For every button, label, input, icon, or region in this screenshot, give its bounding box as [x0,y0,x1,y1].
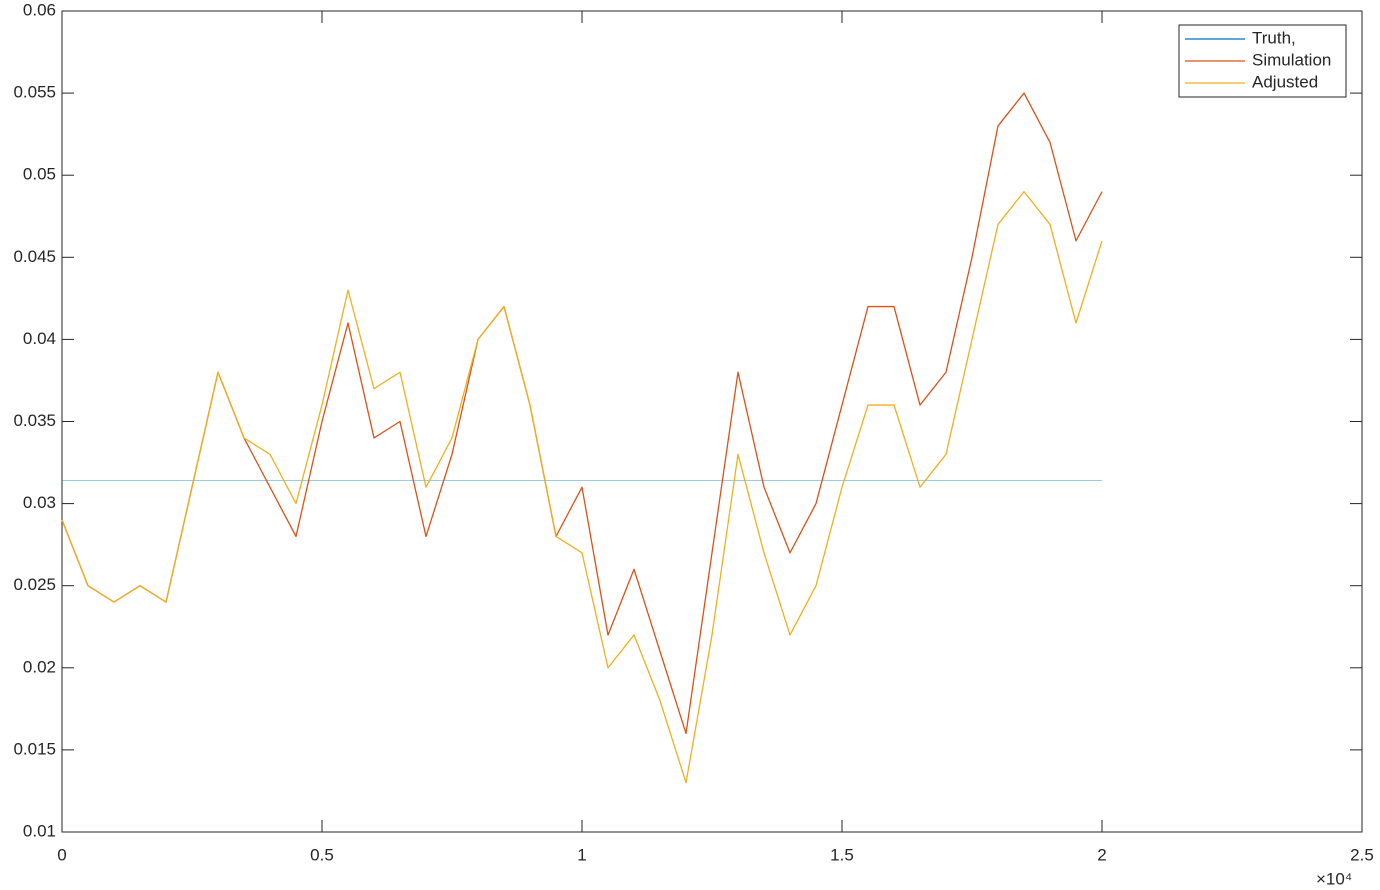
x-tick-label: 2.5 [1350,845,1374,864]
y-tick-label: 0.06 [23,0,56,19]
legend-label: Truth, [1252,28,1296,47]
y-tick-label: 0.04 [23,329,56,348]
x-exponent: ×10⁴ [1316,869,1352,888]
y-tick-label: 0.015 [13,739,56,758]
plot-box [61,10,1363,833]
series-line [61,190,1103,784]
x-tick-label: 0.5 [310,845,334,864]
x-tick-label: 0 [57,845,66,864]
x-tick-label: 1.5 [830,845,854,864]
y-tick-label: 0.02 [23,657,56,676]
y-tick-label: 0.045 [13,247,56,266]
y-tick-label: 0.035 [13,411,56,430]
legend-label: Simulation [1252,50,1331,69]
y-tick-label: 0.05 [23,165,56,184]
x-tick-label: 1 [577,845,586,864]
y-tick-label: 0.055 [13,83,56,102]
x-tick-label: 2 [1097,845,1106,864]
y-tick-label: 0.025 [13,575,56,594]
y-tick-label: 0.01 [23,821,56,840]
y-tick-label: 0.03 [23,493,56,512]
legend-label: Adjusted [1252,72,1318,91]
